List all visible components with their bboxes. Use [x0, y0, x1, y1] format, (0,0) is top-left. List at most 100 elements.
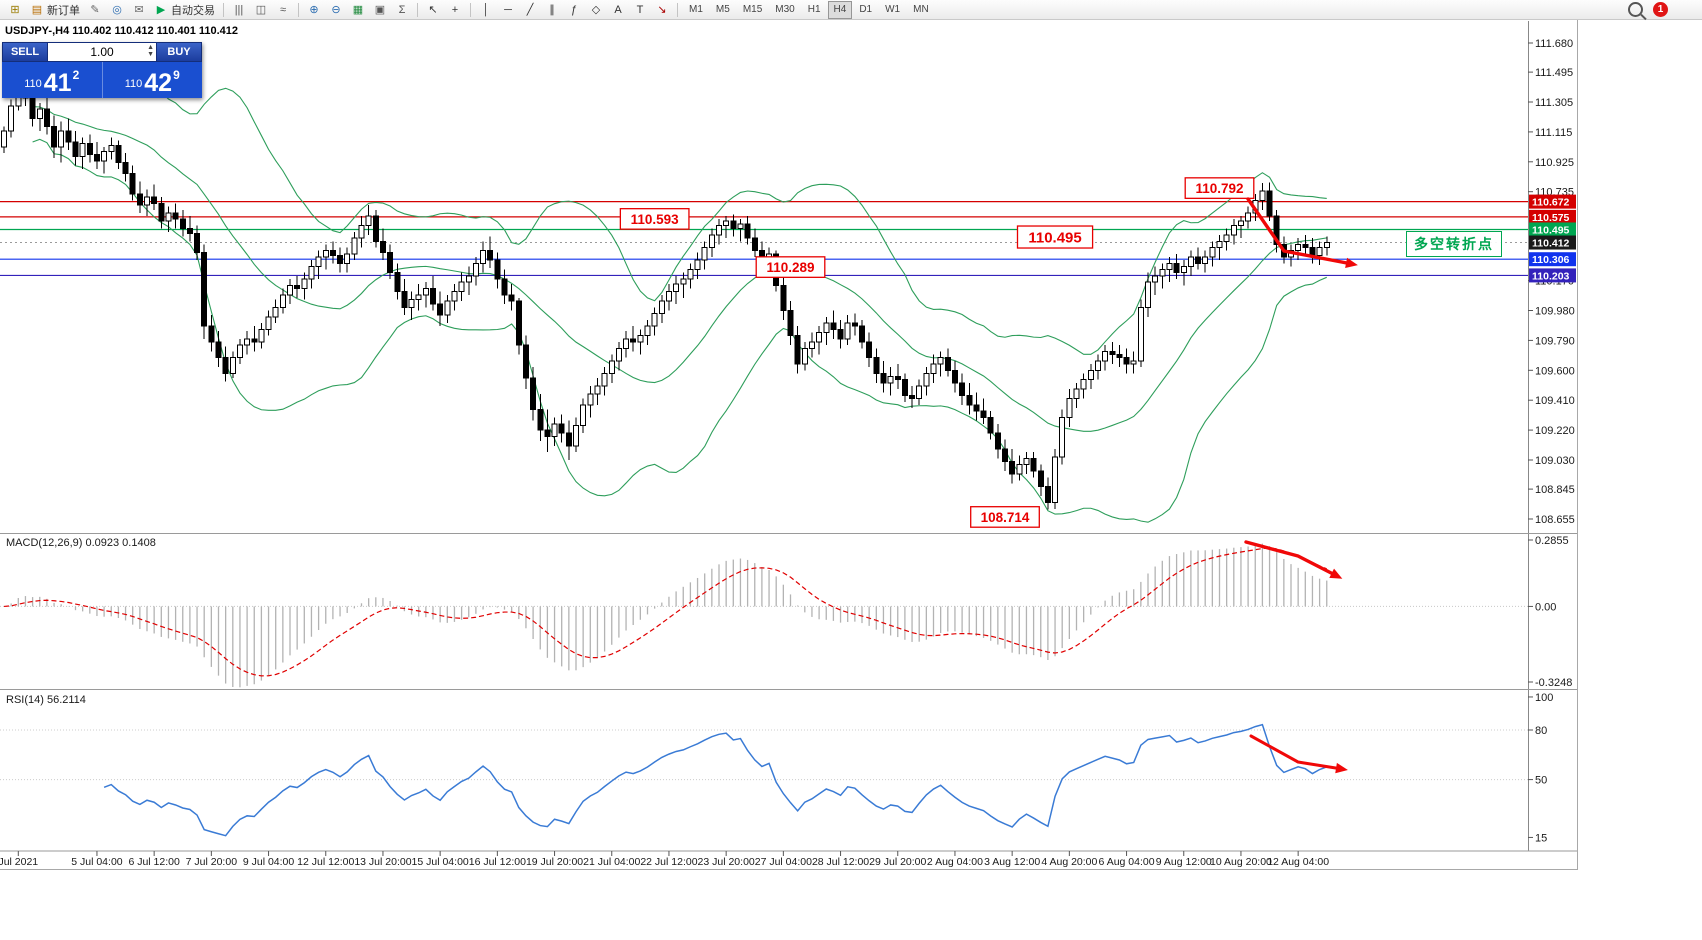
- macd-pane: [0, 543, 1528, 688]
- tile-windows-icon[interactable]: ▦: [347, 0, 369, 19]
- cascade-windows-icon[interactable]: ▣: [369, 0, 391, 19]
- buy-button[interactable]: BUY: [156, 42, 202, 62]
- toolbar: ⊞ ▤ 新订单 ✎ ◎ ✉ ▶ 自动交易 ||| ◫ ≈ ⊕ ⊖ ▦ ▣ Σ ↖ + │ ─ ╱ ∥ ƒ ◇ A T ↘ M1 M5 M…: [0, 0, 1702, 20]
- buy-price[interactable]: 110 42 9: [101, 62, 203, 98]
- cascade-windows-icon: ▣: [374, 3, 386, 16]
- timeframe-d1[interactable]: D1: [859, 3, 873, 15]
- volume-up-icon[interactable]: ▲: [147, 44, 154, 51]
- candle-chart-icon: ◫: [255, 3, 267, 16]
- channel-icon[interactable]: ∥: [541, 0, 563, 19]
- price-tick: 109.220: [1535, 425, 1575, 437]
- timeframe-m30[interactable]: M30: [775, 3, 795, 15]
- horizontal-line-icon[interactable]: ─: [497, 0, 519, 19]
- svg-text:50: 50: [1535, 775, 1547, 787]
- bar-chart-icon[interactable]: |||: [228, 0, 250, 19]
- search-icon[interactable]: [1628, 2, 1643, 17]
- chart-canvas[interactable]: 111.680 111.495 111.305 111.115 110.925 110.7…: [0, 20, 1577, 869]
- data-window-icon: ✉: [134, 3, 144, 16]
- new-order-icon: ▤: [31, 3, 43, 16]
- autotrading-icon: ▶: [156, 3, 166, 16]
- price-tick: 111.115: [1535, 127, 1572, 139]
- arrows-icon: ↘: [657, 3, 667, 16]
- shapes-icon[interactable]: ◇: [585, 0, 607, 19]
- time-label: 23 Jul 20:00: [698, 856, 755, 868]
- time-label: 6 Jul 12:00: [128, 856, 180, 868]
- crosshair-icon: +: [451, 3, 459, 16]
- cursor-icon[interactable]: ↖: [422, 0, 444, 19]
- text-icon[interactable]: A: [607, 0, 629, 19]
- toolbar-right-group: 1: [1628, 2, 1698, 17]
- time-label: 28 Jul 12:00: [812, 856, 869, 868]
- price-tick: 108.845: [1535, 484, 1575, 496]
- rsi-pane: [0, 723, 1528, 837]
- candle-chart-icon[interactable]: ◫: [250, 0, 272, 19]
- indicators-icon: Σ: [398, 3, 406, 16]
- timeframe-h1[interactable]: H1: [807, 3, 821, 15]
- timeframe-m1[interactable]: M1: [689, 3, 703, 15]
- sell-price-sup: 2: [72, 68, 80, 82]
- time-label: 9 Aug 12:00: [1156, 856, 1212, 868]
- zoom-out-icon[interactable]: ⊖: [325, 0, 347, 19]
- shapes-icon: ◇: [591, 3, 601, 16]
- text-label-icon[interactable]: T: [629, 0, 651, 19]
- data-window-icon[interactable]: ✉: [128, 0, 150, 19]
- time-label: 9 Jul 04:00: [243, 856, 295, 868]
- time-label: 19 Jul 20:00: [526, 856, 583, 868]
- price-tick: 111.305: [1535, 97, 1573, 109]
- fibonacci-icon[interactable]: ƒ: [563, 0, 585, 19]
- svg-text:15: 15: [1535, 832, 1547, 844]
- toolbar-separator: [677, 2, 678, 17]
- time-label: 12 Aug 04:00: [1267, 856, 1329, 868]
- trendline-icon[interactable]: ╱: [519, 0, 541, 19]
- time-label: Jul 2021: [0, 856, 38, 868]
- price-annotation: [970, 506, 1040, 528]
- svg-text:80: 80: [1535, 725, 1547, 737]
- buy-price-big: 42: [144, 68, 173, 97]
- svg-text:108.714: 108.714: [981, 510, 1030, 525]
- buy-price-prefix: 110: [124, 78, 143, 90]
- new-order-button-label: 新订单: [47, 4, 80, 17]
- rsi-label: RSI(14) 56.2114: [6, 694, 86, 706]
- price-annotation: [755, 256, 826, 278]
- timeframe-h4[interactable]: H4: [827, 0, 853, 19]
- arrows-icon[interactable]: ↘: [651, 0, 673, 19]
- time-label: 5 Jul 04:00: [71, 856, 123, 868]
- time-label: 21 Jul 04:00: [583, 856, 640, 868]
- timeframe-w1[interactable]: W1: [885, 3, 901, 15]
- price-tick: 111.495: [1535, 67, 1573, 79]
- price-tick: 108.655: [1535, 514, 1575, 526]
- sell-button[interactable]: SELL: [2, 42, 48, 62]
- vertical-line-icon[interactable]: │: [475, 0, 497, 19]
- time-label: 12 Jul 12:00: [297, 856, 354, 868]
- sell-price[interactable]: 110 41 2: [2, 62, 102, 98]
- timeframe-group: M1 M5 M15 M30 H1 H4 D1 W1 MN: [682, 0, 935, 19]
- new-chart-icon[interactable]: ⊞: [4, 0, 26, 19]
- sell-price-prefix: 110: [24, 78, 42, 90]
- line-chart-icon[interactable]: ≈: [272, 0, 294, 19]
- mql-wizard-icon[interactable]: ✎: [84, 0, 106, 19]
- horizontal-line-icon: ─: [504, 3, 512, 16]
- toolbar-separator: [417, 2, 418, 17]
- timeframe-m5[interactable]: M5: [715, 3, 730, 15]
- indicators-icon[interactable]: Σ: [391, 0, 413, 19]
- timeframe-m15[interactable]: M15: [742, 3, 763, 15]
- toolbar-left-group: ⊞ ▤ 新订单 ✎ ◎ ✉ ▶ 自动交易 ||| ◫ ≈ ⊕ ⊖ ▦ ▣ Σ ↖ + │ ─ ╱ ∥ ƒ ◇ A T ↘: [4, 0, 682, 19]
- price-tick: 109.790: [1535, 335, 1575, 347]
- price-annotation: [619, 208, 690, 230]
- market-watch-icon[interactable]: ◎: [106, 0, 128, 19]
- notification-badge[interactable]: 1: [1653, 2, 1668, 17]
- volume-down-icon[interactable]: ▼: [147, 51, 154, 58]
- autotrading-button[interactable]: ▶ 自动交易: [150, 0, 219, 19]
- new-order-button[interactable]: ▤ 新订单: [26, 0, 84, 19]
- toolbar-separator: [223, 2, 224, 17]
- price-tick: 109.410: [1535, 395, 1575, 407]
- timeframe-mn[interactable]: MN: [913, 3, 929, 15]
- svg-text:110.495: 110.495: [1028, 229, 1081, 246]
- crosshair-icon[interactable]: +: [444, 0, 466, 19]
- volume-input[interactable]: 1.00 ▲ ▼: [48, 42, 156, 62]
- svg-text:110.495: 110.495: [1532, 224, 1570, 236]
- time-label: 29 Jul 20:00: [869, 856, 926, 868]
- zoom-in-icon[interactable]: ⊕: [303, 0, 325, 19]
- vertical-line-icon: │: [482, 3, 490, 16]
- mql-wizard-icon: ✎: [90, 3, 100, 16]
